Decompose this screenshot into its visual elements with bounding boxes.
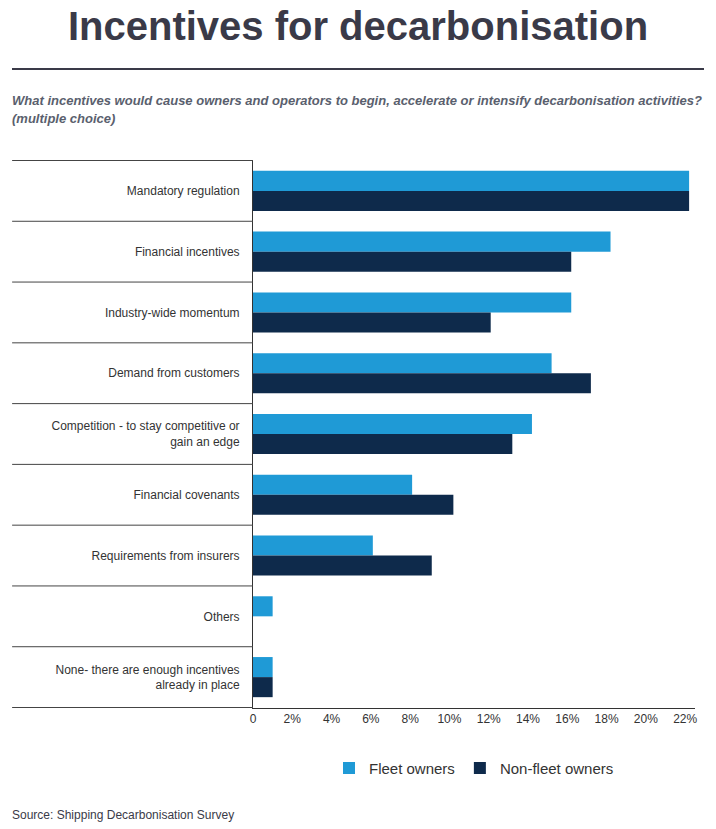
html-text:Incentives for decarbonisation: Incentives for decarbonisation	[67, 4, 649, 48]
svg-text:4%: 4%	[323, 712, 341, 726]
svg-text:Non-fleet owners: Non-fleet owners	[500, 760, 613, 777]
svg-text:12%: 12%	[477, 712, 501, 726]
svg-text:Competition - to stay competit: Competition - to stay competitive orgain…	[52, 419, 240, 449]
svg-text:0: 0	[250, 712, 257, 726]
svg-text:2%: 2%	[284, 712, 302, 726]
svg-text:Financial incentives: Financial incentives	[135, 245, 240, 259]
svg-text:20%: 20%	[634, 712, 658, 726]
svg-text:None- there are enough incenti: None- there are enough incentivesalready…	[55, 663, 239, 693]
html-text:What incentives would cause ow: What incentives would cause owners and o…	[12, 93, 702, 126]
svg-text:16%: 16%	[555, 712, 579, 726]
svg-text:10%: 10%	[437, 712, 461, 726]
svg-text:Fleet owners: Fleet owners	[369, 760, 455, 777]
svg-text:Industry-wide momentum: Industry-wide momentum	[105, 306, 240, 320]
svg-text:Requirements from insurers: Requirements from insurers	[92, 549, 240, 563]
svg-text:Demand from customers: Demand from customers	[108, 366, 239, 380]
svg-text:Others: Others	[204, 610, 240, 624]
svg-text:14%: 14%	[516, 712, 540, 726]
svg-text:18%: 18%	[595, 712, 619, 726]
svg-text:Mandatory regulation: Mandatory regulation	[127, 184, 240, 198]
svg-text:Financial covenants: Financial covenants	[134, 488, 240, 502]
html-text:Source: Shipping Decarbonisati: Source: Shipping Decarbonisation Survey	[12, 808, 235, 822]
svg-text:22%: 22%	[673, 712, 697, 726]
svg-text:6%: 6%	[362, 712, 380, 726]
svg-text:8%: 8%	[401, 712, 419, 726]
